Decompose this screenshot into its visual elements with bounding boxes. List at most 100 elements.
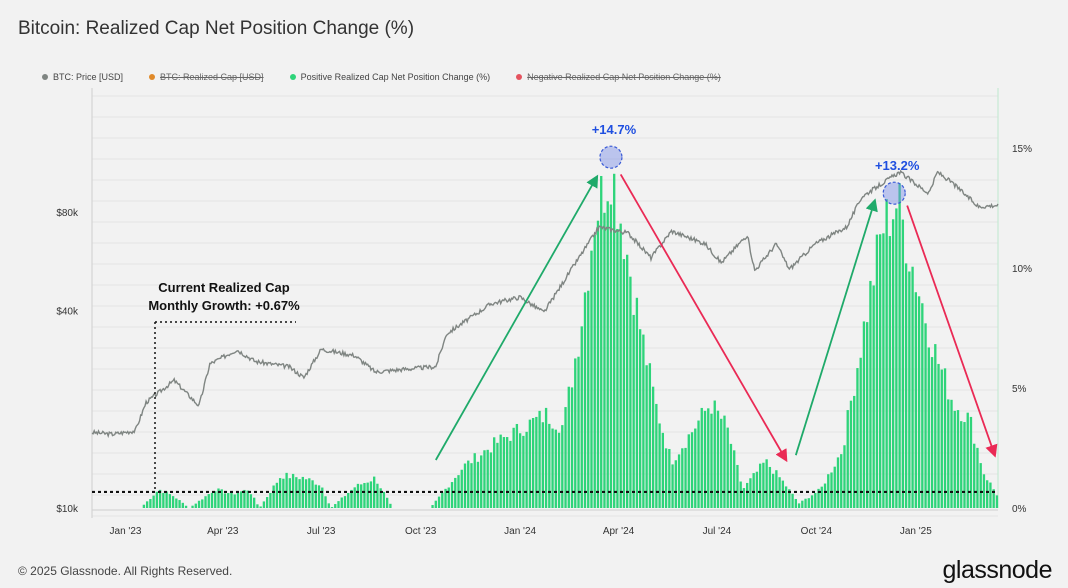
positive-change-bar (152, 495, 155, 508)
downtrend-arrow-2 (906, 205, 998, 458)
positive-change-bar (262, 501, 266, 508)
positive-change-bar (165, 491, 168, 508)
positive-change-bar (878, 234, 882, 508)
positive-change-bar (366, 482, 369, 508)
positive-change-bar (473, 453, 476, 508)
positive-change-bar (593, 234, 596, 508)
positive-change-bar (937, 363, 940, 508)
positive-change-bar (518, 433, 522, 508)
legend-item-negative-change[interactable]: Negative Realized Cap Net Position Chang… (516, 72, 721, 82)
positive-change-bar (376, 483, 379, 508)
positive-change-bar (888, 236, 892, 508)
positive-change-bar (830, 472, 833, 508)
positive-change-bar (347, 492, 350, 508)
positive-change-bar (214, 491, 217, 508)
positive-change-bar (480, 455, 483, 508)
positive-change-bar (207, 494, 210, 508)
positive-change-bar (797, 503, 801, 508)
positive-change-bar (463, 463, 467, 508)
legend-item-btc-price[interactable]: BTC: Price [USD] (42, 72, 123, 82)
positive-change-bar (272, 485, 275, 508)
positive-change-bar (969, 416, 973, 508)
positive-change-bar (739, 481, 742, 508)
positive-change-bar (859, 357, 862, 508)
positive-change-bar (843, 445, 846, 508)
positive-change-bars (142, 173, 999, 509)
positive-change-bar (363, 482, 366, 508)
positive-change-bar (924, 323, 927, 508)
positive-change-bar (217, 488, 220, 508)
positive-change-bar (671, 464, 674, 508)
positive-change-bar (441, 492, 444, 508)
positive-change-bar (953, 410, 956, 508)
positive-change-bar (158, 489, 162, 508)
positive-change-bar (746, 482, 749, 508)
positive-change-bar (823, 483, 827, 508)
positive-change-bar (966, 412, 969, 508)
positive-change-bar (755, 471, 759, 508)
positive-change-bar (661, 432, 665, 508)
positive-change-bar (356, 483, 360, 508)
positive-change-bar (716, 410, 720, 508)
legend-item-positive-change[interactable]: Positive Realized Cap Net Position Chang… (289, 72, 490, 82)
positive-change-bar (476, 461, 480, 508)
positive-change-bar (311, 480, 314, 508)
positive-change-bar (236, 492, 240, 508)
positive-change-bar (259, 506, 262, 508)
positive-change-bar (230, 492, 233, 508)
downtrend-arrow-1 (619, 173, 788, 463)
positive-change-bar (282, 478, 285, 508)
positive-change-bar (525, 431, 528, 508)
peak1-marker (599, 145, 623, 169)
positive-change-bar (544, 407, 548, 508)
positive-change-bar (846, 410, 849, 508)
legend-item-realized-cap[interactable]: BTC: Realized Cap [USD] (149, 72, 264, 82)
positive-change-bar (875, 234, 879, 509)
positive-change-bar (986, 480, 989, 508)
positive-change-bar (655, 403, 658, 508)
positive-change-bar (583, 292, 587, 508)
x-tick-label: Apr '23 (207, 526, 239, 537)
positive-change-bar (720, 418, 723, 508)
positive-change-bar (992, 489, 995, 508)
y-right-tick-label: 5% (1012, 384, 1027, 395)
positive-change-bar (911, 266, 914, 508)
positive-change-bar (171, 496, 175, 508)
positive-change-bar (619, 223, 622, 508)
brand-logo: glassnode (942, 556, 1053, 584)
positive-change-bar (470, 463, 473, 508)
positive-change-bar (337, 501, 340, 508)
positive-change-bar (733, 450, 736, 508)
positive-change-bar (246, 490, 249, 508)
positive-change-bar (327, 503, 330, 508)
positive-change-bar (314, 484, 317, 508)
positive-change-bar (467, 460, 470, 508)
positive-change-bar (434, 500, 437, 508)
y-right-tick-label: 10% (1012, 264, 1032, 275)
positive-change-bar (502, 437, 506, 508)
x-tick-label: Jan '24 (504, 526, 536, 537)
positive-change-bar (168, 494, 172, 508)
y-right-tick-label: 0% (1012, 504, 1027, 515)
positive-change-bar (304, 479, 308, 508)
positive-change-bar (651, 386, 655, 508)
positive-change-bar (509, 440, 512, 508)
positive-change-bar (904, 263, 908, 508)
positive-change-bar (707, 408, 710, 508)
positive-change-bar (317, 485, 321, 508)
positive-change-bar (340, 497, 343, 508)
positive-change-bar (758, 463, 762, 508)
positive-change-bar (921, 303, 924, 508)
positive-change-bar (577, 356, 580, 508)
positive-change-bar (522, 435, 525, 508)
positive-change-bar (191, 505, 194, 508)
positive-change-bar (752, 473, 755, 508)
positive-change-bar (632, 314, 635, 508)
positive-change-bar (353, 487, 356, 508)
positive-change-bar (820, 486, 823, 508)
legend-dot-positive-change (289, 74, 296, 80)
positive-change-bar (253, 497, 256, 508)
positive-change-bar (791, 493, 794, 508)
legend: BTC: Price [USD] BTC: Realized Cap [USD]… (42, 72, 721, 82)
